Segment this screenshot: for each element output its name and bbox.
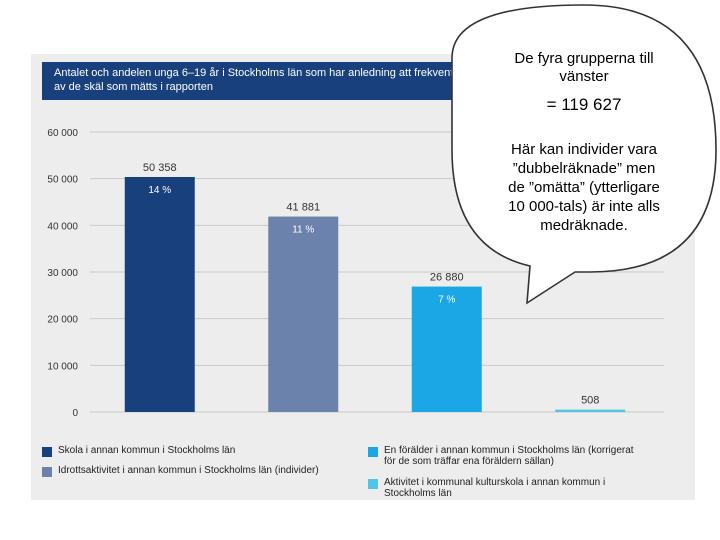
legend-label: En förälder i annan kommun i Stockholms …	[384, 445, 634, 467]
bar	[555, 409, 626, 412]
legend-item-skola: Skola i annan kommun i Stockholms län	[42, 445, 235, 457]
legend-label-line: Skola i annan kommun i Stockholms län	[58, 445, 236, 456]
legend-swatch	[368, 479, 378, 489]
bar-percent-label: 14 %	[148, 185, 171, 196]
callout-shape	[451, 4, 717, 305]
bar-value-label: 50 358	[143, 162, 177, 174]
callout-note-line: de ”omätta” (ytterligare	[508, 179, 660, 196]
bars: 50 358 14 % 41 881 11 % 26 880 7 % 508	[124, 162, 626, 412]
legend-label-line: En förälder i annan kommun i Stockholms …	[384, 445, 634, 456]
bar-percent-label: 7 %	[438, 295, 455, 306]
callout-heading-line: De fyra grupperna till	[514, 50, 654, 67]
callout-heading: De fyra grupperna till vänster	[492, 50, 676, 86]
chart-title-line-1: Antalet och andelen unga 6–19 år i Stock…	[54, 67, 454, 79]
callout-heading-line: vänster	[559, 68, 609, 85]
bar	[124, 176, 195, 412]
callout-note-line: medräknade.	[540, 217, 628, 234]
bar-value-label: 41 881	[286, 202, 320, 214]
bar	[411, 286, 482, 412]
y-tick-label: 60 000	[47, 128, 78, 139]
y-tick-label: 10 000	[47, 361, 78, 372]
callout-note: Här kan individer vara ”dubbelräknade” m…	[482, 140, 686, 235]
legend-label-line: Idrottsaktivitet i annan kommun i Stockh…	[58, 465, 319, 476]
callout-note-line: 10 000-tals) är inte alls	[508, 198, 660, 215]
legend-swatch	[42, 447, 52, 457]
y-tick-label: 50 000	[47, 175, 78, 186]
chart-title-line-2: av de skäl som mätts i rapporten	[54, 81, 213, 93]
y-tick-label: 40 000	[47, 221, 78, 232]
legend-swatch	[368, 447, 378, 457]
bar	[268, 216, 339, 412]
legend-item-kulturskola: Aktivitet i kommunal kulturskola i annan…	[368, 477, 605, 499]
legend-label-line: för de som träffar ena föräldern sällan)	[384, 456, 554, 467]
legend-item-idrott: Idrottsaktivitet i annan kommun i Stockh…	[42, 465, 319, 477]
legend-label-line: Aktivitet i kommunal kulturskola i annan…	[384, 477, 606, 488]
legend-item-foralder: En förälder i annan kommun i Stockholms …	[368, 445, 634, 467]
y-tick-label: 0	[72, 408, 78, 419]
legend-label: Skola i annan kommun i Stockholms län	[58, 445, 235, 456]
callout-note-line: Här kan individer vara	[511, 141, 657, 158]
bar-percent-label: 11 %	[292, 225, 314, 236]
legend-label: Aktivitet i kommunal kulturskola i annan…	[384, 477, 605, 499]
y-tick-label: 30 000	[47, 268, 78, 279]
legend-label-line: Stockholms län	[384, 488, 452, 499]
callout-note-line: ”dubbelräknade” men	[512, 160, 656, 177]
legend-swatch	[42, 467, 52, 477]
y-tick-label: 20 000	[47, 315, 78, 326]
callout-total: = 119 627	[546, 95, 622, 114]
bar-value-label: 26 880	[430, 272, 464, 284]
bar-value-label: 508	[581, 395, 599, 407]
legend-label: Idrottsaktivitet i annan kommun i Stockh…	[58, 465, 319, 476]
y-axis: 0 10 000 20 000 30 000 40 000 50 000 60 000	[47, 128, 78, 419]
